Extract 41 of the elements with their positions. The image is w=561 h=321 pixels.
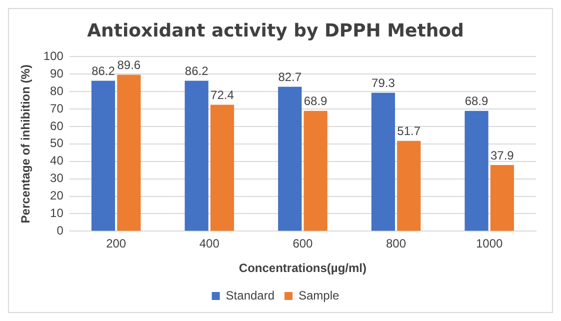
bar	[464, 110, 488, 231]
data-label: 82.7	[278, 70, 302, 84]
x-axis-title: Concentrations(µg/ml)	[238, 261, 367, 276]
y-tick-label: 60	[50, 118, 64, 133]
data-label: 79.3	[372, 76, 396, 90]
x-tick-label: 600	[292, 236, 314, 251]
data-label: 89.6	[117, 58, 141, 72]
y-tick-label: 30	[50, 171, 64, 186]
data-label: 72.4	[210, 88, 234, 102]
data-label: 37.9	[490, 148, 514, 162]
x-tick-label: 800	[386, 236, 406, 251]
data-label: 68.9	[464, 94, 489, 108]
data-label: 86.2	[92, 64, 116, 78]
y-tick-label: 90	[50, 66, 64, 80]
bar	[184, 80, 208, 231]
bar	[490, 165, 514, 231]
bar	[91, 80, 116, 231]
y-tick-label: 100	[43, 48, 64, 63]
y-tick-label: 0	[56, 224, 64, 238]
y-tick-label: 50	[50, 136, 64, 150]
y-tick-label: 40	[50, 154, 64, 168]
y-tick-label: 10	[50, 206, 64, 220]
bar	[117, 74, 141, 231]
chart-title: Antioxidant activity by DPPH Method	[87, 20, 464, 42]
bar	[278, 86, 302, 231]
x-tick-label: 200	[106, 236, 126, 251]
legend-label: Standard	[226, 288, 275, 302]
data-label: 86.2	[184, 64, 209, 78]
data-label: 68.9	[304, 94, 328, 108]
y-tick-label: 70	[50, 101, 64, 116]
bar	[304, 110, 328, 231]
data-label: 51.7	[397, 124, 421, 138]
y-tick-label: 80	[50, 84, 64, 98]
x-tick-label: 400	[199, 236, 220, 251]
x-tick-label: 1000	[476, 236, 504, 251]
legend-label: Sample	[298, 288, 340, 302]
bar	[371, 92, 395, 231]
bar	[210, 104, 234, 231]
y-axis-title: Percentage of inhibition (%)	[18, 64, 33, 224]
y-tick-label: 20	[50, 188, 64, 203]
bar	[397, 140, 421, 231]
